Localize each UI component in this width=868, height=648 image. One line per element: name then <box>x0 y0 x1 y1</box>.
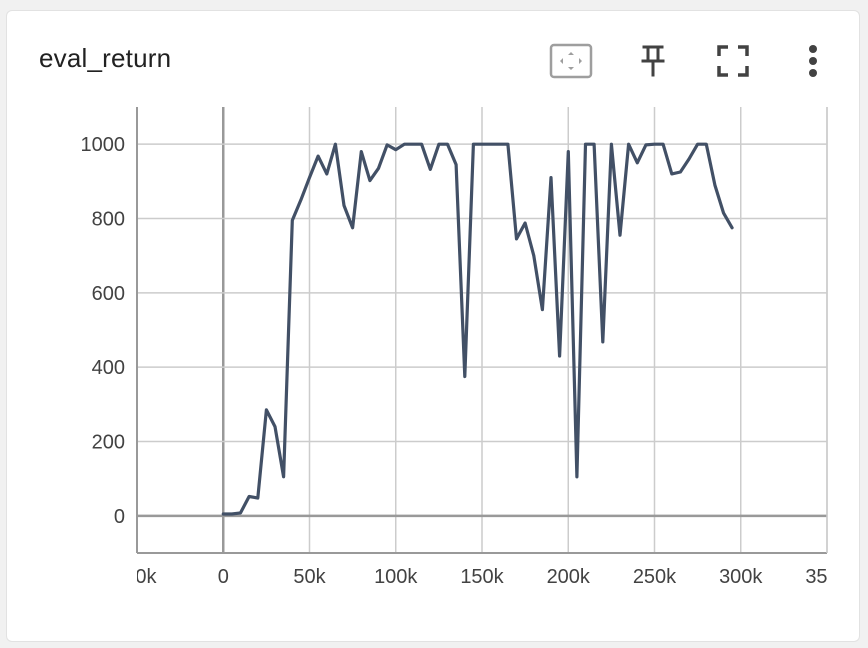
x-tick-label: 300k <box>719 566 763 588</box>
fit-domain-icon <box>549 43 593 79</box>
x-tick-label: 150k <box>460 566 504 588</box>
x-tick-label: 350k <box>805 566 849 588</box>
y-tick-label: 200 <box>92 432 125 454</box>
fullscreen-button[interactable] <box>709 41 757 81</box>
more-vert-icon <box>809 45 817 77</box>
pin-icon <box>641 45 665 77</box>
x-tick-label: -50k <box>118 566 158 588</box>
more-options-button[interactable] <box>789 41 837 81</box>
y-tick-label: 600 <box>92 283 125 305</box>
series-line-eval_return[interactable] <box>221 142 734 516</box>
fullscreen-icon <box>717 45 749 77</box>
fit-domain-button[interactable] <box>547 41 595 81</box>
x-tick-label: 100k <box>374 566 418 588</box>
x-tick-label: 200k <box>547 566 591 588</box>
y-tick-label: 1000 <box>81 134 126 156</box>
x-tick-label: 0 <box>218 566 229 588</box>
chart-title: eval_return <box>39 43 172 73</box>
x-tick-label: 50k <box>293 566 326 588</box>
x-tick-label: 250k <box>633 566 677 588</box>
chart-card: eval_return <box>6 10 860 642</box>
x-tick-labels: -50k 0 50k 100k 150k 200k 250k 300k 350k <box>118 566 849 588</box>
y-tick-label: 0 <box>114 506 125 528</box>
pin-button[interactable] <box>629 41 677 81</box>
y-tick-label: 800 <box>92 209 125 231</box>
y-tick-label: 400 <box>92 357 125 379</box>
